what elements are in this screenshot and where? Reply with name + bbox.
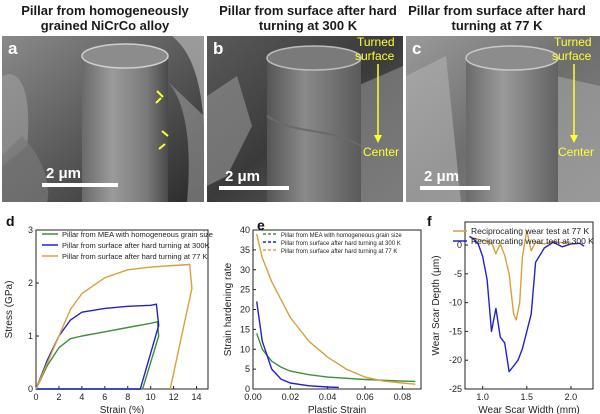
panel-f-label: f <box>427 213 432 229</box>
x-tick-label: 2.0 <box>565 392 578 402</box>
arrow-down-icon <box>570 135 578 143</box>
legend-label: Pillar from surface after hard turning a… <box>281 241 401 247</box>
series-line-e-2 <box>256 233 416 385</box>
sem-image-b: b Turned surface Center 2 μm <box>207 36 403 202</box>
legend-label: Pillar from MEA with homogeneous grain s… <box>281 233 402 239</box>
legend-label: Pillar from surface after hard turning a… <box>62 241 210 250</box>
x-tick-label: 4 <box>79 392 84 402</box>
x-tick-label: 10 <box>146 392 156 402</box>
x-tick-label: 8 <box>125 392 130 402</box>
y-tick-label: 15 <box>240 324 250 334</box>
panel-a-title-line1: Pillar from homogeneously <box>21 3 189 18</box>
x-tick-label: 14 <box>192 392 202 402</box>
y-tick-label: 3 <box>28 225 33 235</box>
panel-b-annot-top1: Turned <box>357 36 395 49</box>
panel-e-label: e <box>257 217 265 233</box>
y-tick-label: 30 <box>240 265 250 275</box>
y-tick-label: -20 <box>449 355 462 365</box>
panel-c-label: c <box>412 39 421 58</box>
y-axis-label: Stress (GPa) <box>4 281 15 339</box>
panel-b-label: b <box>213 39 223 58</box>
y-tick-label: 35 <box>240 245 250 255</box>
x-tick-label: 0.06 <box>356 392 374 402</box>
x-tick-label: 0 <box>33 392 38 402</box>
panel-c-annot-top2: surface <box>552 49 592 63</box>
y-tick-label: -10 <box>449 298 462 308</box>
series-line-e-0 <box>256 333 416 383</box>
y-tick-label: 2 <box>28 278 33 288</box>
y-tick-label: 20 <box>240 305 250 315</box>
chart-e: e 0.00 0.02 0.04 0.06 0.08 0 5 10 15 20 25 30 35 40 Pl… <box>215 210 425 414</box>
y-tick-label: 1 <box>28 331 33 341</box>
x-tick-label: 0.08 <box>394 392 412 402</box>
series-line-e-1 <box>256 301 339 389</box>
x-tick-label: 12 <box>169 392 179 402</box>
x-tick-label: 2 <box>56 392 61 402</box>
series-line-f-0 <box>469 229 571 321</box>
scale-bar-c-label: 2 μm <box>424 168 459 185</box>
panel-d-label: d <box>6 213 15 229</box>
x-axis-label: Wear Scar Width (mm) <box>478 405 580 414</box>
panel-b-title-line2: turning at 300 K <box>258 18 358 33</box>
y-tick-label: -15 <box>449 326 462 336</box>
chart-d: d 0 2 4 6 8 10 12 14 0 1 2 3 Strain (%) Stress (GPa) P… <box>0 210 215 414</box>
x-tick-label: 0.02 <box>282 392 300 402</box>
scale-bar-a <box>42 183 118 187</box>
scale-bar-a-label: 2 μm <box>46 165 81 182</box>
scale-bar-b <box>219 186 289 190</box>
y-tick-label: 10 <box>240 344 250 354</box>
series-line-f-1 <box>469 235 585 373</box>
y-tick-label: 40 <box>240 225 250 235</box>
plot-frame-f <box>464 221 594 390</box>
legend-label: Pillar from surface after hard turning a… <box>281 249 397 255</box>
panel-a-title: Pillar from homogeneously grained NiCrCo… <box>10 3 200 33</box>
scale-bar-c <box>420 186 490 190</box>
y-axis-label: Strain hardening rate <box>223 262 234 356</box>
y-tick-label: 0 <box>28 384 33 394</box>
panel-c-title-line2: turning at 77 K <box>451 18 543 33</box>
x-axis-label: Plastic Strain <box>308 405 366 414</box>
panel-c-title-line1: Pillar from surface after hard <box>408 3 586 18</box>
legend-label: Pillar from surface after hard turning a… <box>62 252 208 261</box>
x-tick-label: 0.04 <box>319 392 337 402</box>
y-tick-label: -5 <box>454 269 462 279</box>
y-tick-label: 0 <box>457 240 462 250</box>
x-tick-label: 1.5 <box>521 392 534 402</box>
panel-c-annot-bottom: Center <box>558 145 594 159</box>
legend-label: Pillar from MEA with homogeneous grain s… <box>62 230 213 239</box>
x-tick-label: 0.00 <box>244 392 262 402</box>
x-tick-label: 6 <box>102 392 107 402</box>
x-tick-label: 1.0 <box>476 392 489 402</box>
panel-a-label: a <box>8 39 18 58</box>
series-line-d-0 <box>35 320 160 390</box>
scale-bar-b-label: 2 μm <box>225 168 260 185</box>
panel-a-title-line2: grained NiCrCo alloy <box>40 18 170 33</box>
y-tick-label: 25 <box>240 285 250 295</box>
panel-c-title: Pillar from surface after hard turning a… <box>402 3 592 33</box>
sem-image-a: a 2 μm <box>2 36 204 202</box>
series-line-d-2 <box>35 263 193 390</box>
y-tick-label: -25 <box>449 384 462 394</box>
legend-label: Reciprocating wear test at 300 K <box>471 236 594 246</box>
chart-f: f 1.0 1.5 2.0 0 -5 -10 -15 -20 -25 Wear Scar Widt… <box>425 210 600 414</box>
y-tick-label: 5 <box>245 364 250 374</box>
panel-b-annot-top2: surface <box>355 49 395 63</box>
panel-b-annot-bottom: Center <box>363 145 399 159</box>
y-axis-label: Wear Scar Depth (μm) <box>431 255 442 355</box>
panel-b-title: Pillar from surface after hard turning a… <box>213 3 403 33</box>
panel-b-title-line1: Pillar from surface after hard <box>219 3 397 18</box>
sem-image-c: c Turned surface Center 2 μm <box>406 36 600 202</box>
y-tick-label: 0 <box>245 384 250 394</box>
x-axis-label: Strain (%) <box>100 405 144 414</box>
legend-label: Reciprocating wear test at 77 K <box>471 226 589 236</box>
panel-c-annot-top1: Turned <box>554 36 592 49</box>
arrow-down-icon <box>374 135 382 143</box>
